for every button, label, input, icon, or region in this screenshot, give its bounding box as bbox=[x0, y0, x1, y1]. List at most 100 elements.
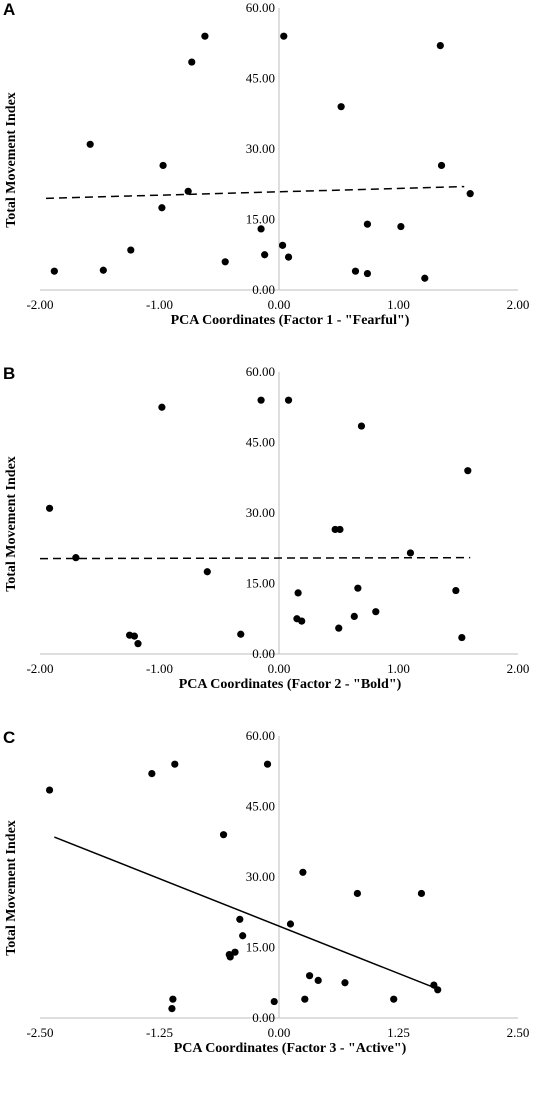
x-tick-label: -2.50 bbox=[26, 1025, 53, 1040]
data-point bbox=[305, 972, 314, 980]
data-point bbox=[434, 986, 442, 994]
data-point bbox=[466, 190, 474, 198]
y-tick-label: 15.00 bbox=[246, 576, 275, 591]
data-point bbox=[417, 889, 426, 898]
x-tick-label: -1.25 bbox=[146, 1025, 173, 1040]
data-point bbox=[221, 258, 229, 266]
data-point bbox=[236, 915, 244, 923]
data-point bbox=[45, 786, 54, 794]
data-point bbox=[314, 976, 322, 984]
panel-letter: B bbox=[3, 364, 16, 383]
data-point bbox=[127, 246, 135, 254]
data-point bbox=[299, 868, 307, 876]
data-point bbox=[257, 225, 265, 233]
data-point bbox=[286, 920, 295, 928]
chart-panel-c: 0.00 15.00 30.00 45.00 60.00 -2.50 -1.25 0.00 1.… bbox=[0, 728, 536, 1094]
data-point bbox=[452, 586, 460, 595]
data-point bbox=[458, 633, 466, 642]
data-point bbox=[337, 103, 345, 111]
chart-panel-b: 0.00 15.00 30.00 45.00 60.00 -2.00 -1.00 0.00 1.… bbox=[0, 364, 536, 730]
trendline bbox=[45, 185, 465, 200]
x-tick-label: 0.00 bbox=[268, 1025, 291, 1040]
panel-letter: A bbox=[3, 0, 16, 19]
x-tick-label: 1.25 bbox=[387, 1025, 410, 1040]
y-axis-label: Total Movement Index bbox=[4, 456, 19, 592]
y-tick-label: 45.00 bbox=[246, 435, 275, 450]
y-tick-label: 0.00 bbox=[252, 1010, 275, 1025]
data-point bbox=[188, 58, 196, 66]
data-point bbox=[363, 269, 372, 278]
data-point bbox=[231, 948, 239, 956]
x-tick-label: 2.00 bbox=[507, 661, 530, 676]
x-tick-label: 2.50 bbox=[507, 1025, 530, 1040]
data-point bbox=[219, 831, 228, 839]
data-point bbox=[261, 251, 269, 259]
data-point bbox=[301, 995, 309, 1003]
y-tick-label: 30.00 bbox=[246, 505, 275, 520]
data-point bbox=[372, 608, 380, 616]
data-point bbox=[86, 140, 94, 148]
chart-plot: 0.00 15.00 30.00 45.00 60.00 -2.00 -1.00 0.00 1.… bbox=[26, 364, 530, 676]
x-tick-label: 2.00 bbox=[507, 297, 530, 312]
y-axis-label: Total Movement Index bbox=[4, 92, 19, 228]
y-tick-label: 15.00 bbox=[246, 940, 275, 955]
data-point bbox=[353, 889, 361, 898]
x-tick-label: 0.00 bbox=[268, 661, 291, 676]
data-point bbox=[50, 267, 58, 275]
data-point bbox=[294, 589, 302, 597]
data-point bbox=[284, 253, 293, 261]
data-point bbox=[341, 979, 349, 987]
data-point bbox=[169, 995, 177, 1003]
data-point bbox=[351, 267, 360, 275]
x-tick-label: -2.00 bbox=[26, 661, 53, 676]
chart-plot: 0.00 15.00 30.00 45.00 60.00 -2.00 -1.00 0.00 1.… bbox=[26, 0, 530, 312]
panel-letter: C bbox=[3, 728, 16, 747]
trendline bbox=[39, 556, 471, 560]
data-point bbox=[280, 32, 288, 40]
data-point bbox=[284, 396, 293, 404]
data-point bbox=[203, 568, 211, 576]
y-tick-label: 0.00 bbox=[252, 646, 275, 661]
data-point bbox=[99, 266, 107, 274]
data-point bbox=[357, 422, 366, 430]
data-point bbox=[159, 161, 167, 170]
x-tick-label: 1.00 bbox=[387, 661, 410, 676]
data-point bbox=[263, 760, 272, 768]
data-point bbox=[184, 187, 192, 195]
data-point bbox=[171, 760, 179, 768]
data-point bbox=[354, 584, 362, 592]
data-point bbox=[406, 549, 415, 557]
data-point bbox=[336, 525, 344, 534]
data-point bbox=[134, 640, 142, 648]
x-tick-label: -1.00 bbox=[146, 661, 173, 676]
y-tick-label: 30.00 bbox=[246, 869, 275, 884]
data-point bbox=[298, 617, 306, 625]
x-axis-label: PCA Coordinates (Factor 2 - "Bold") bbox=[178, 677, 402, 692]
data-point bbox=[239, 932, 247, 940]
data-point bbox=[436, 42, 444, 50]
data-point bbox=[363, 220, 372, 228]
data-point bbox=[278, 241, 287, 249]
y-tick-label: 0.00 bbox=[252, 282, 275, 297]
x-axis-label: PCA Coordinates (Factor 3 - "Active") bbox=[173, 1041, 407, 1056]
data-point bbox=[130, 632, 139, 640]
data-point bbox=[237, 630, 245, 638]
data-point bbox=[72, 554, 80, 562]
y-tick-label: 30.00 bbox=[246, 141, 275, 156]
y-tick-label: 15.00 bbox=[246, 212, 275, 227]
trendline bbox=[54, 836, 435, 989]
data-point bbox=[201, 32, 209, 40]
data-point bbox=[437, 161, 446, 170]
x-tick-label: -2.00 bbox=[26, 297, 53, 312]
data-point bbox=[158, 204, 166, 212]
x-tick-label: 0.00 bbox=[268, 297, 291, 312]
data-point bbox=[421, 274, 429, 282]
y-tick-label: 45.00 bbox=[246, 71, 275, 86]
data-point bbox=[350, 612, 358, 620]
data-point bbox=[45, 504, 54, 512]
y-tick-label: 60.00 bbox=[246, 728, 275, 743]
y-tick-label: 60.00 bbox=[246, 364, 275, 379]
data-point bbox=[148, 770, 156, 778]
data-point bbox=[270, 997, 278, 1006]
data-point bbox=[257, 396, 265, 404]
